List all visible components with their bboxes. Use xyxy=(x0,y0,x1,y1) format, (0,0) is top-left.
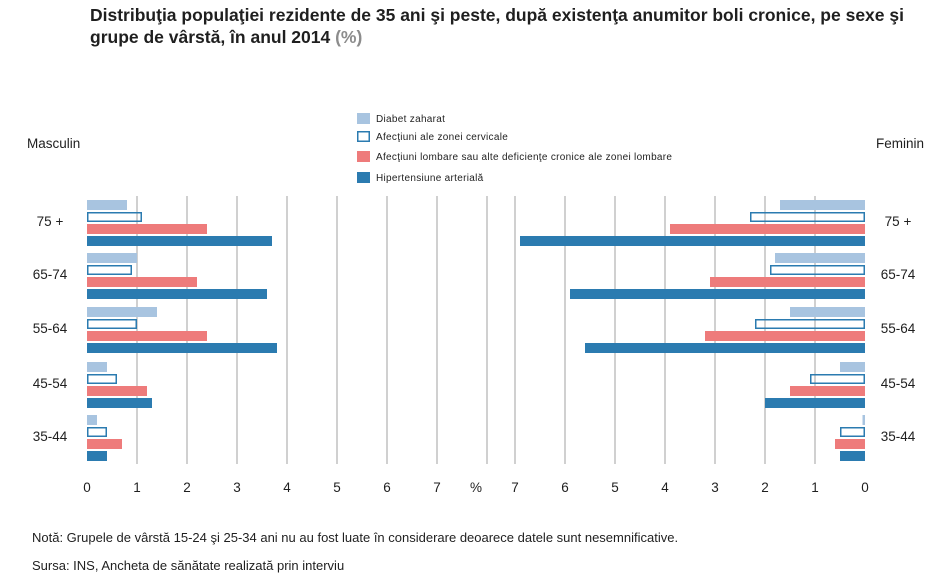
legend-swatch-s0 xyxy=(357,113,370,124)
category-label-right: 45-54 xyxy=(881,376,916,391)
tick-right-0: 0 xyxy=(861,480,869,495)
tick-right-6: 6 xyxy=(561,480,569,495)
bar-female-55-64-s3 xyxy=(585,343,865,353)
bar-female-65-74-s0 xyxy=(775,253,865,263)
chart-title: Distribuţia populaţiei rezidente de 35 a… xyxy=(90,4,930,48)
bar-male-55-64-s0 xyxy=(87,307,157,317)
tick-left-2: 2 xyxy=(183,480,191,495)
legend: Diabet zaharat Afecţiuni ale zonei cervic… xyxy=(357,113,672,184)
bar-male-45-54-s2 xyxy=(87,386,147,396)
legend-label-s1: Afecţiuni ale zonei cervicale xyxy=(376,132,508,143)
bars xyxy=(87,200,865,461)
legend-swatch-s2 xyxy=(357,151,370,162)
bar-male-55-64-s2 xyxy=(87,331,207,341)
bar-male-65-74-s0 xyxy=(87,253,137,263)
bar-female-55-64-s2 xyxy=(705,331,865,341)
category-label-right: 35-44 xyxy=(881,429,916,444)
tick-right-1: 1 xyxy=(811,480,819,495)
bar-female-55-64-s1 xyxy=(755,319,865,329)
tick-right-7: 7 xyxy=(511,480,519,495)
left-side-label: Masculin xyxy=(27,136,80,151)
category-label-left: 75 + xyxy=(37,214,64,229)
footnote: Notă: Grupele de vârstă 15-24 şi 25-34 a… xyxy=(32,530,679,545)
bar-male-75-s0 xyxy=(87,200,127,210)
axis-unit-label: % xyxy=(470,480,482,495)
legend-label-s0: Diabet zaharat xyxy=(376,114,445,125)
bar-male-35-44-s3 xyxy=(87,451,107,461)
bar-male-55-64-s3 xyxy=(87,343,277,353)
category-label-left: 45-54 xyxy=(33,376,68,391)
tick-left-6: 6 xyxy=(383,480,391,495)
category-label-left: 35-44 xyxy=(33,429,68,444)
bar-male-65-74-s2 xyxy=(87,277,197,287)
source-note: Sursa: INS, Ancheta de sănătate realizat… xyxy=(32,558,345,573)
category-label-left: 55-64 xyxy=(33,321,68,336)
bar-male-45-54-s1 xyxy=(87,374,117,384)
tick-left-0: 0 xyxy=(83,480,91,495)
legend-swatch-s1 xyxy=(357,131,370,142)
tick-left-5: 5 xyxy=(333,480,341,495)
tick-left-7: 7 xyxy=(433,480,441,495)
tick-right-5: 5 xyxy=(611,480,619,495)
bar-female-45-54-s2 xyxy=(790,386,865,396)
bar-female-75-s1 xyxy=(750,212,865,222)
bar-female-35-44-s3 xyxy=(840,451,865,461)
bar-male-75-s3 xyxy=(87,236,272,246)
category-label-right: 65-74 xyxy=(881,267,916,282)
tick-right-4: 4 xyxy=(661,480,669,495)
bar-male-55-64-s1 xyxy=(87,319,137,329)
bar-female-65-74-s3 xyxy=(570,289,865,299)
tick-right-3: 3 xyxy=(711,480,719,495)
bar-male-35-44-s0 xyxy=(87,415,97,425)
bar-male-65-74-s3 xyxy=(87,289,267,299)
legend-swatch-s3 xyxy=(357,172,370,183)
chart-title-text: Distribuţia populaţiei rezidente de 35 a… xyxy=(90,5,904,47)
tick-left-3: 3 xyxy=(233,480,241,495)
bar-female-35-44-s0 xyxy=(862,415,865,425)
bar-male-35-44-s1 xyxy=(87,427,107,437)
bar-female-65-74-s2 xyxy=(710,277,865,287)
tick-right-2: 2 xyxy=(761,480,769,495)
legend-label-s2: Afecţiuni lombare sau alte deficienţe cr… xyxy=(376,152,672,163)
tick-left-4: 4 xyxy=(283,480,291,495)
bar-female-35-44-s1 xyxy=(840,427,865,437)
bar-female-75-s0 xyxy=(780,200,865,210)
right-side-label: Feminin xyxy=(876,136,924,151)
tick-left-1: 1 xyxy=(133,480,141,495)
bar-male-75-s1 xyxy=(87,212,142,222)
category-label-left: 65-74 xyxy=(33,267,68,282)
category-label-right: 55-64 xyxy=(881,321,916,336)
legend-label-s3: Hipertensiune arterială xyxy=(376,173,484,184)
category-label-right: 75 + xyxy=(885,214,912,229)
bar-male-35-44-s2 xyxy=(87,439,122,449)
bar-male-65-74-s1 xyxy=(87,265,132,275)
bar-female-45-54-s1 xyxy=(810,374,865,384)
bar-female-55-64-s0 xyxy=(790,307,865,317)
chart-title-unit: (%) xyxy=(335,27,363,47)
bar-female-45-54-s0 xyxy=(840,362,865,372)
bar-female-35-44-s2 xyxy=(835,439,865,449)
bar-female-75-s2 xyxy=(670,224,865,234)
bar-female-75-s3 xyxy=(520,236,865,246)
bar-female-45-54-s3 xyxy=(765,398,865,408)
bar-male-45-54-s3 xyxy=(87,398,152,408)
bar-male-45-54-s0 xyxy=(87,362,107,372)
bar-female-65-74-s1 xyxy=(770,265,865,275)
bar-male-75-s2 xyxy=(87,224,207,234)
